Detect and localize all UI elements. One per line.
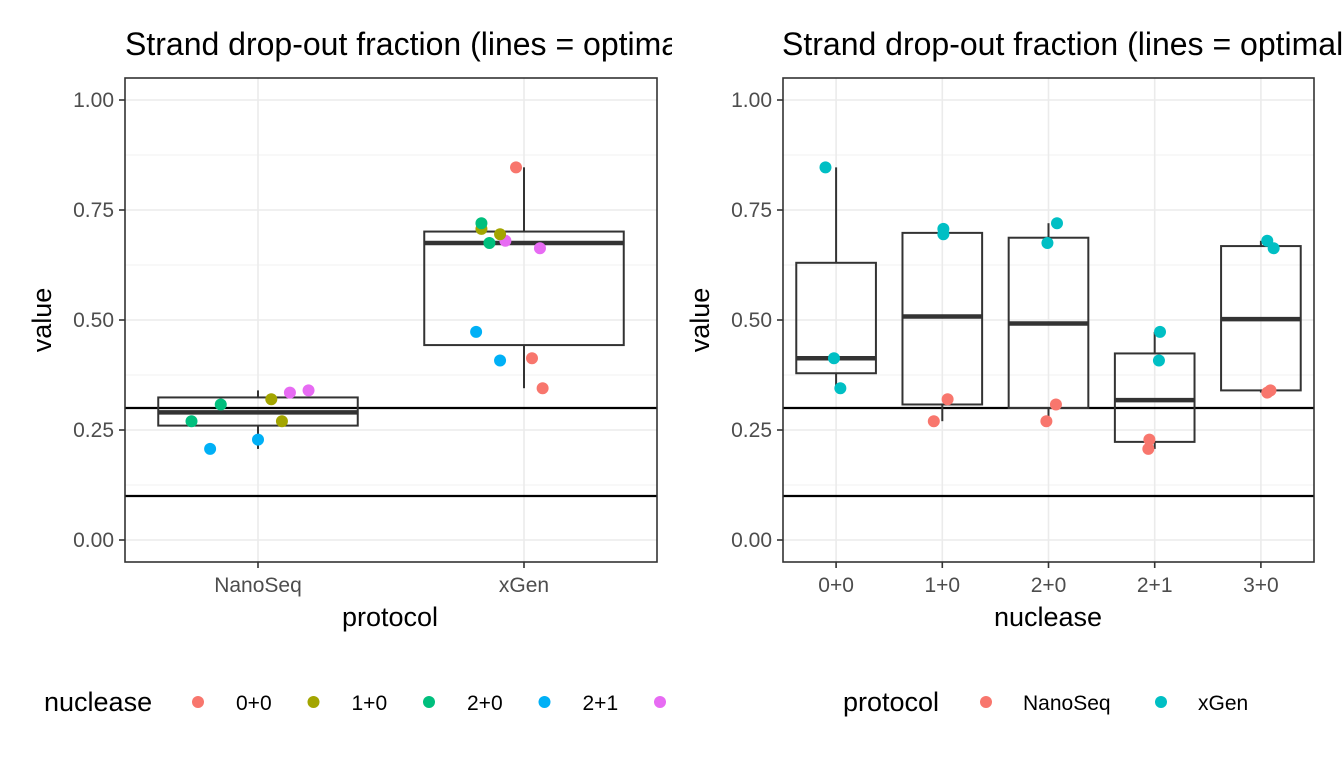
left-chart-panel: Strand drop-out fraction (lines = optima… <box>27 26 788 717</box>
data-point <box>533 242 546 255</box>
y-tick-label: 0.75 <box>73 199 114 222</box>
legend-label: NanoSeq <box>1023 692 1111 715</box>
data-point <box>214 398 227 411</box>
right-points <box>819 161 1280 455</box>
right-legend-title: protocol <box>843 687 939 717</box>
y-tick-label: 0.50 <box>731 309 772 332</box>
data-point <box>525 352 538 365</box>
y-tick-label: 0.00 <box>731 529 772 552</box>
data-point <box>1050 217 1063 230</box>
data-point <box>937 228 950 241</box>
legend-label: 2+0 <box>467 692 503 715</box>
box-iqr <box>1113 352 1196 443</box>
data-point <box>1041 237 1054 249</box>
left-y-axis-title: value <box>27 288 57 353</box>
y-tick-label: 1.00 <box>73 89 114 112</box>
legend-key <box>423 696 435 708</box>
data-point <box>475 217 488 230</box>
legend-label: xGen <box>1198 692 1248 715</box>
right-chart-title: Strand drop-out fraction (lines = optima… <box>782 26 1344 62</box>
left-gridlines <box>125 78 657 562</box>
left-y-axis-ticks: 0.00 0.25 0.50 0.75 1.00 <box>73 89 125 552</box>
left-x-axis-title: protocol <box>342 602 438 632</box>
data-point <box>819 161 832 174</box>
data-point <box>494 354 507 367</box>
data-point <box>1152 354 1165 367</box>
legend-key <box>980 696 992 708</box>
data-point <box>252 433 264 446</box>
data-point <box>275 415 288 428</box>
left-legend: nuclease 0+0 1+0 2+0 2+1 <box>44 687 666 717</box>
data-point <box>1267 242 1280 255</box>
right-legend: protocol NanoSeq xGen <box>843 687 1248 717</box>
y-tick-label: 0.00 <box>73 529 114 552</box>
y-tick-label: 0.50 <box>73 309 114 332</box>
data-point <box>494 228 507 241</box>
x-tick-label: NanoSeq <box>214 574 302 597</box>
box-iqr <box>423 230 625 347</box>
data-point <box>1049 398 1062 411</box>
left-reference-lines <box>125 406 657 498</box>
boxplot-2+0 <box>1007 223 1090 422</box>
boxplot-3+0 <box>1220 240 1302 393</box>
boxplot-1+0 <box>901 228 984 422</box>
left-x-axis-ticks: NanoSeq xGen <box>214 562 549 597</box>
y-tick-label: 0.75 <box>731 199 772 222</box>
data-point <box>536 382 549 395</box>
x-tick-label: 2+0 <box>1031 574 1067 597</box>
data-point <box>185 415 198 428</box>
legend-key <box>538 696 551 708</box>
legend-label: 2+1 <box>583 692 619 715</box>
data-point <box>204 442 217 455</box>
data-point <box>470 325 483 338</box>
data-point <box>265 393 278 406</box>
legend-key <box>307 696 320 708</box>
x-tick-label: 3+0 <box>1243 574 1279 597</box>
data-point <box>483 237 496 249</box>
left-points <box>185 161 549 455</box>
right-chart-panel: Strand drop-out fraction (lines = optima… <box>685 26 1344 717</box>
right-x-axis-title: nuclease <box>994 602 1102 632</box>
data-point <box>1264 384 1277 397</box>
y-tick-label: 0.25 <box>731 419 772 442</box>
data-point <box>283 386 296 399</box>
data-point <box>1142 442 1155 455</box>
x-tick-label: 1+0 <box>924 574 960 597</box>
x-tick-label: xGen <box>499 574 549 597</box>
data-point <box>1154 325 1167 338</box>
data-point <box>1143 433 1156 446</box>
data-point <box>510 161 523 174</box>
y-tick-label: 1.00 <box>731 89 772 112</box>
legend-key <box>1155 696 1167 708</box>
legend-label: 0+0 <box>236 692 272 715</box>
x-tick-label: 0+0 <box>818 574 854 597</box>
boxplot-xGen <box>423 167 625 389</box>
left-legend-title: nuclease <box>44 687 152 717</box>
data-point <box>941 393 954 406</box>
legend-label: 1+0 <box>352 692 388 715</box>
right-y-axis-title: value <box>685 288 715 353</box>
data-point <box>834 382 847 395</box>
y-tick-label: 0.25 <box>73 419 114 442</box>
data-point <box>302 384 315 397</box>
legend-key <box>192 696 204 708</box>
left-chart-title: Strand drop-out fraction (lines = optima… <box>125 26 788 62</box>
data-point <box>927 415 940 428</box>
data-point <box>1040 415 1053 428</box>
data-point <box>827 352 840 365</box>
legend-key <box>654 696 666 708</box>
right-y-axis-ticks: 0.00 0.25 0.50 0.75 1.00 <box>731 89 783 552</box>
box-iqr <box>795 261 877 375</box>
boxplot-2+1 <box>1113 331 1196 449</box>
right-x-axis-ticks: 0+0 1+0 2+0 2+1 3+0 <box>818 562 1279 597</box>
x-tick-label: 2+1 <box>1137 574 1173 597</box>
